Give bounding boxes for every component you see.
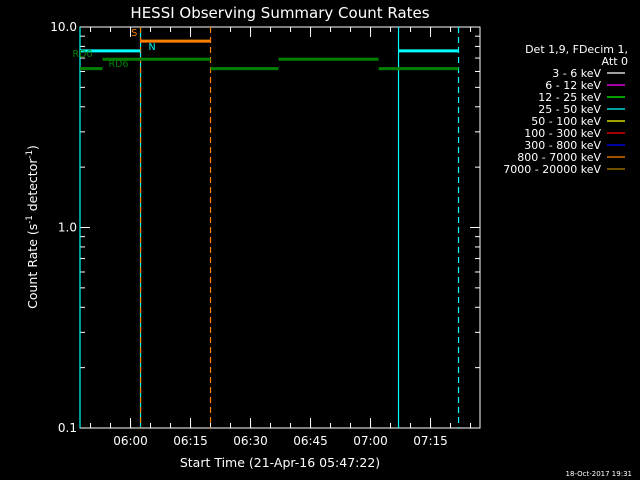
legend-entry-label: 300 - 800 keV [524,139,601,152]
legend-entry-label: 3 - 6 keV [552,67,601,80]
legend-entry-label: 6 - 12 keV [545,79,601,92]
legend-header-line2: Att 0 [602,55,628,68]
svg-text:Count Rate (s-1 detector-1): Count Rate (s-1 detector-1) [25,145,40,309]
x-tick-label: 07:15 [413,434,448,448]
flag-label: RD0 [73,49,93,60]
y-label-exponent: -1 [25,150,35,158]
x-tick-label: 06:45 [293,434,328,448]
y-tick-label: 0.1 [58,421,77,435]
y-label-part: Count Rate (s [25,224,40,309]
y-tick-label: 10.0 [50,20,77,34]
y-label-part: detector [25,158,40,216]
legend-entry-label: 7000 - 20000 keV [503,163,601,176]
legend-entry-label: 12 - 25 keV [538,91,601,104]
x-tick-label: 07:00 [353,434,388,448]
x-axis-label: Start Time (21-Apr-16 05:47:22) [180,455,380,470]
flag-label: N [149,42,156,53]
legend-entry-label: 25 - 50 keV [538,103,601,116]
flag-label: RD6 [109,59,129,70]
y-axis-label: Count Rate (s-1 detector-1) [25,145,40,309]
legend-header-line1: Det 1,9, FDecim 1, [525,43,628,56]
legend-entry-label: 100 - 300 keV [524,127,601,140]
x-tick-label: 06:30 [233,434,268,448]
legend-entry-label: 50 - 100 keV [531,115,601,128]
x-tick-label: 06:15 [173,434,208,448]
flag-label: S [131,28,137,39]
date-stamp: 18-Oct-2017 19:31 [566,470,632,478]
y-label-exponent: -1 [25,215,35,223]
y-tick-label: 1.0 [58,221,77,235]
chart-title: HESSI Observing Summary Count Rates [130,4,429,22]
plot-area: 0.1 1.0 10.0 06:00 06:15 06:30 06:45 07:00 07:15… [50,20,481,448]
y-label-part: ) [25,145,40,150]
x-tick-label: 06:00 [113,434,148,448]
legend-entry-label: 800 - 7000 keV [517,151,601,164]
